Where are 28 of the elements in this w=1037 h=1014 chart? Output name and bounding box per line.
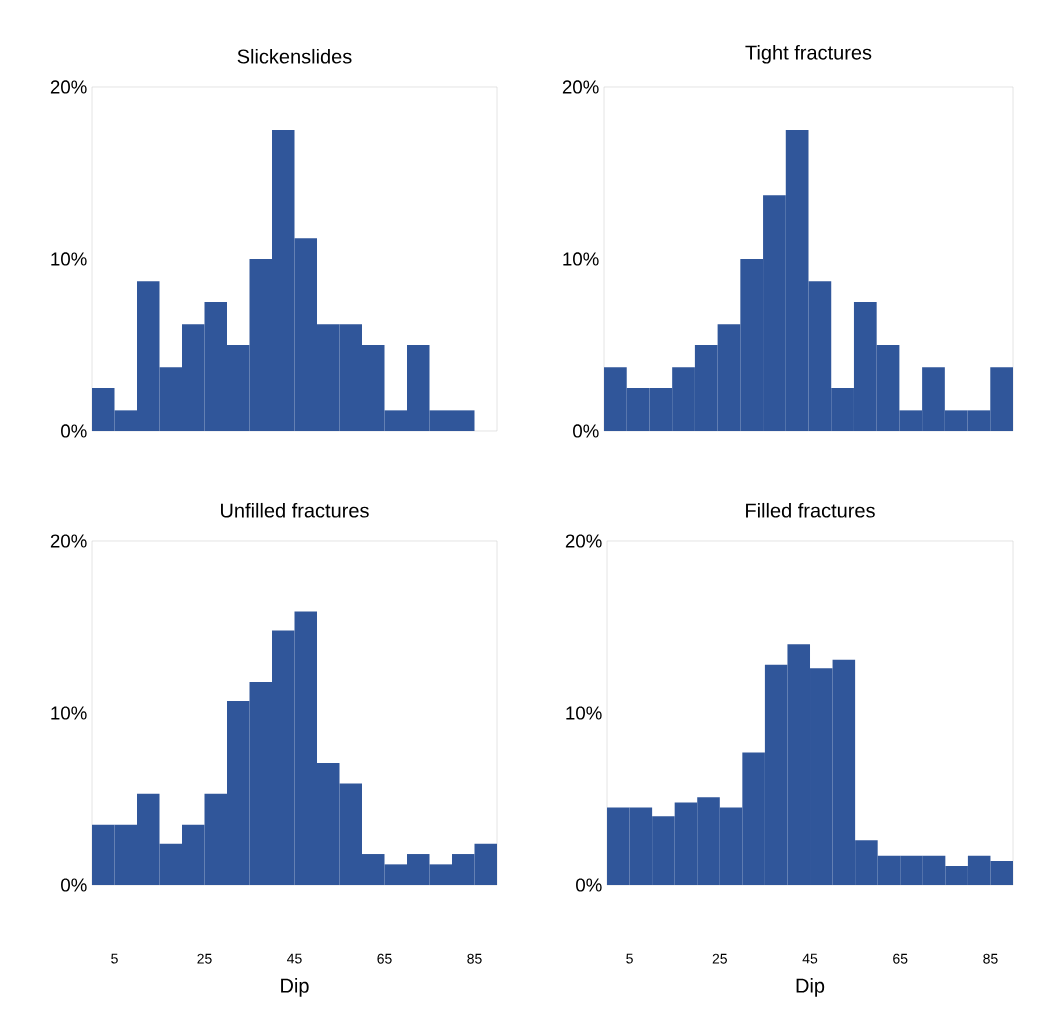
chart-title: Unfilled fractures [221, 502, 369, 518]
x-tick-label: 65 [893, 953, 908, 964]
y-tick-label: 20% [565, 534, 602, 548]
x-tick-label: 85 [467, 953, 482, 964]
y-tick-label: 20% [50, 80, 87, 94]
x-axis-title: Dip [796, 978, 825, 997]
y-tick-label: 10% [566, 706, 602, 720]
y-tick-label: 10% [51, 706, 87, 720]
y-tick-label: 0% [61, 878, 87, 892]
y-tick-label: 0% [576, 878, 602, 892]
x-tick-label: 25 [712, 953, 727, 964]
x-tick-label: 25 [197, 953, 212, 964]
chart-title: Slickenslides [237, 48, 352, 64]
chart-title: Tight fractures [745, 44, 872, 64]
x-tick-label: 45 [802, 953, 818, 964]
chart-title: Filled fractures [746, 502, 875, 518]
x-tick-label: 5 [111, 953, 118, 964]
x-tick-label: 65 [377, 953, 392, 964]
y-tick-label: 0% [61, 424, 87, 438]
x-tick-label: 85 [983, 953, 998, 964]
y-tick-label: 20% [562, 80, 599, 94]
y-tick-label: 0% [573, 424, 599, 438]
y-tick-label: 20% [50, 534, 87, 548]
x-tick-label: 5 [626, 953, 633, 964]
y-tick-label: 10% [563, 252, 599, 266]
y-tick-label: 10% [51, 252, 87, 266]
x-axis-title: Dip [281, 978, 309, 997]
x-tick-label: 45 [287, 953, 302, 964]
